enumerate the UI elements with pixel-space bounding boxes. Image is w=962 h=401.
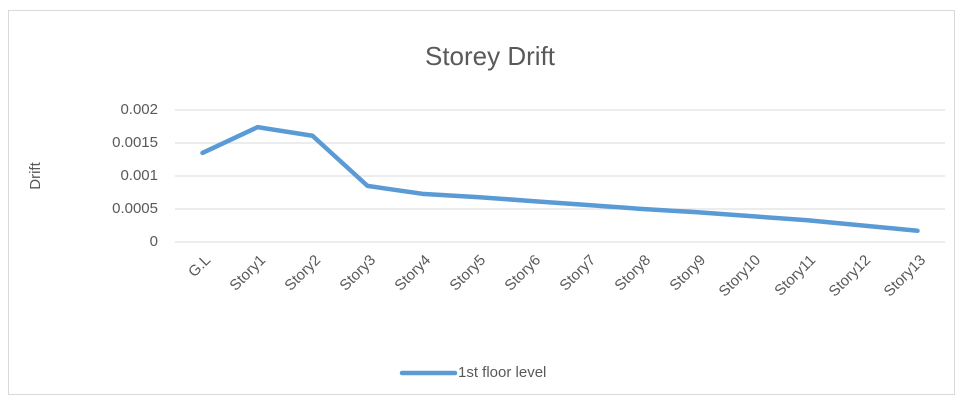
- y-tick-label: 0: [150, 233, 158, 250]
- line-series: [200, 124, 920, 234]
- y-tick-label: 0.001: [120, 167, 158, 184]
- y-tick-label: 0.0005: [112, 200, 158, 217]
- y-axis-label: Drift: [27, 161, 44, 189]
- y-tick-label: 0.002: [120, 101, 158, 118]
- chart-title: Storey Drift: [425, 41, 556, 71]
- y-tick-label: 0.0015: [112, 134, 158, 151]
- legend-label: 1st floor level: [458, 364, 546, 381]
- chart-border: [8, 10, 955, 395]
